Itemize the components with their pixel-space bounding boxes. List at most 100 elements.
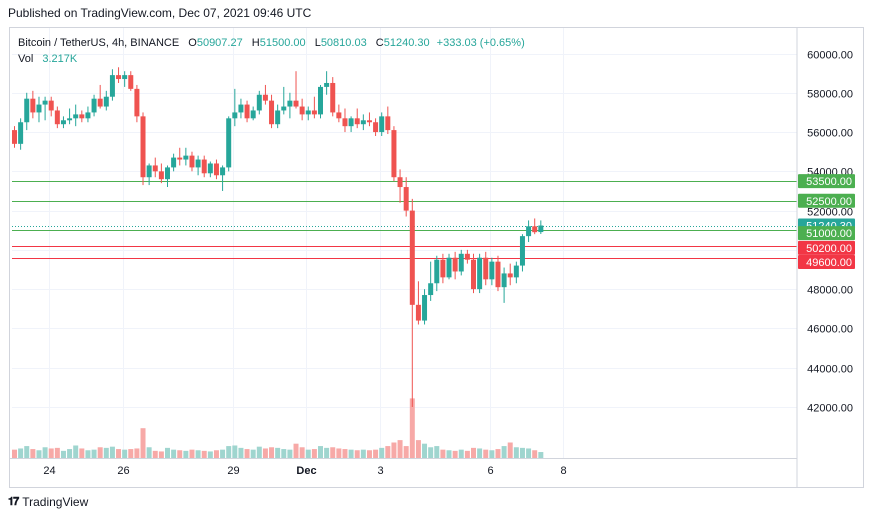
volume-bar — [360, 449, 366, 458]
candle-body — [495, 261, 501, 288]
volume-bar — [30, 449, 36, 458]
volume-bar — [42, 447, 48, 458]
legend-low-value: 50810.03 — [320, 37, 367, 49]
candle-body — [379, 116, 385, 133]
volume-bar — [397, 440, 403, 458]
chart-legend: Bitcoin / TetherUS, 4h, BINANCE O50907.2… — [18, 35, 525, 67]
candle-body — [446, 257, 452, 278]
time-axis: 24 26 29 Dec 3 6 8 — [43, 465, 566, 477]
volume-bar — [262, 448, 268, 458]
volume-bar — [18, 448, 24, 458]
candle-body — [48, 100, 54, 111]
volume-bar — [422, 443, 428, 458]
candle-body — [458, 253, 464, 272]
volume-bar — [220, 449, 226, 458]
volume-bar — [336, 448, 342, 458]
candle-body — [18, 122, 24, 144]
volume-bar — [379, 447, 385, 458]
level-tag-bg — [798, 193, 855, 208]
volume-bar — [415, 440, 421, 458]
y-tick-label: 48000.00 — [807, 285, 853, 297]
candle-body — [256, 94, 262, 111]
price-labels: 53500.0052500.0051240.3051000.0050200.00… — [798, 174, 855, 270]
candle-body — [305, 110, 311, 115]
volume-bar — [513, 447, 519, 458]
volume-bar — [269, 447, 275, 458]
volume-bar — [373, 449, 379, 458]
volume-bar — [201, 450, 207, 458]
candle-body — [250, 110, 256, 119]
candle-body — [471, 259, 476, 290]
candle-body — [128, 75, 134, 89]
level-tag-bg — [798, 174, 855, 189]
volume-bar — [366, 450, 372, 458]
candle-body — [311, 110, 317, 115]
volume-bar — [250, 449, 256, 458]
volume-bar — [24, 446, 30, 458]
volume-bar — [158, 451, 164, 458]
volume-bar — [324, 447, 330, 458]
candle-body — [477, 257, 483, 290]
volume-bar — [428, 447, 434, 458]
candle-body — [85, 112, 91, 119]
legend-volume-label: Vol — [18, 53, 34, 65]
chart-frame — [9, 27, 864, 488]
candle-body — [293, 100, 299, 107]
volume-bar — [171, 449, 177, 458]
volume-bar — [232, 445, 238, 458]
candle-body — [165, 167, 170, 180]
volume-bar — [330, 447, 336, 458]
candle-body — [12, 130, 17, 144]
candle-body — [226, 118, 232, 168]
candle-body — [116, 75, 122, 80]
x-tick-label: 26 — [117, 465, 129, 477]
candle-body — [385, 116, 391, 131]
candle-body — [195, 159, 201, 168]
candle-body — [489, 261, 495, 280]
volume-bar — [91, 449, 97, 458]
volume-bar — [48, 448, 54, 458]
candle-body — [538, 225, 544, 233]
volume-bar — [489, 450, 495, 458]
volume-bar — [538, 452, 544, 458]
footer-branding[interactable]: 𝟏𝟕 TradingView — [8, 495, 88, 509]
candle-body — [122, 75, 128, 80]
candle-body — [422, 295, 428, 321]
volume-bar — [440, 449, 446, 458]
legend-row-volume: Vol 3.217K — [18, 51, 525, 67]
candle-body — [409, 210, 415, 305]
candle-body — [324, 82, 330, 87]
x-tick-label: 24 — [43, 465, 55, 477]
volume-bar — [507, 442, 513, 458]
footer-brand-text: TradingView — [22, 495, 89, 509]
volume-bar — [287, 449, 293, 458]
candle-body — [366, 120, 372, 123]
volume-bar — [177, 450, 183, 458]
candle-body — [507, 273, 513, 278]
candle-body — [158, 171, 164, 180]
candle-body — [91, 98, 97, 113]
volume-bar — [140, 428, 146, 458]
level-tag-bg — [798, 226, 855, 241]
candle-body — [73, 114, 79, 119]
volume-bar — [403, 446, 409, 458]
candle-body — [299, 106, 305, 115]
level-tag-text: 49600.00 — [806, 257, 852, 269]
legend-open-value: 50907.27 — [196, 37, 243, 49]
candle-body — [109, 75, 115, 97]
candle-body — [391, 130, 397, 178]
candle-body — [348, 118, 354, 127]
candle-body — [152, 165, 158, 172]
candle-body — [103, 96, 109, 107]
candle-body — [336, 112, 342, 119]
candle-body — [177, 157, 183, 160]
legend-high-label: H — [251, 37, 260, 49]
candle-body — [183, 155, 189, 160]
volume-bar — [67, 449, 73, 458]
candle-body — [238, 104, 244, 113]
y-tick-label: 60000.00 — [807, 50, 853, 62]
candle-body — [269, 100, 275, 125]
volume-bar — [471, 447, 476, 458]
candle-body — [189, 155, 195, 168]
